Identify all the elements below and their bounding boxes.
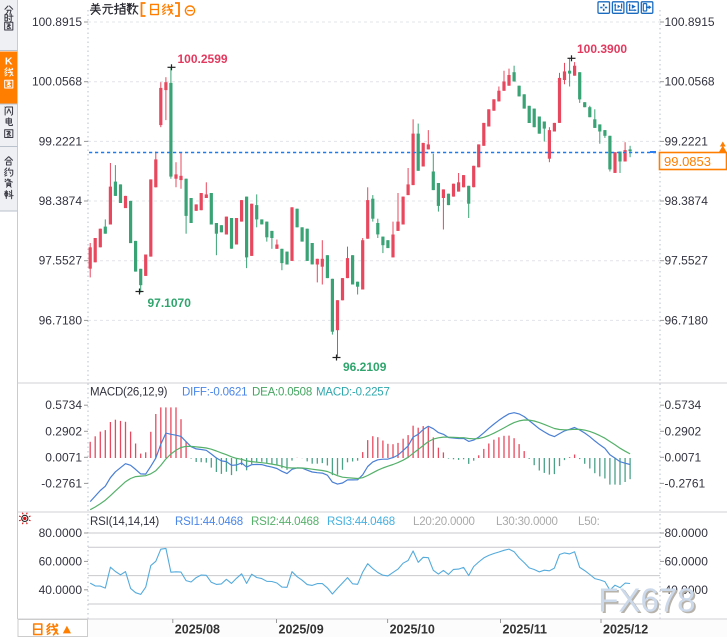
svg-text:-0.2761: -0.2761 (41, 476, 82, 490)
svg-text:0.5734: 0.5734 (45, 398, 82, 412)
svg-text:100.0568: 100.0568 (665, 75, 715, 89)
svg-text:100.2599: 100.2599 (178, 52, 228, 66)
svg-text:2025/12: 2025/12 (603, 623, 648, 637)
svg-text:0.0071: 0.0071 (665, 450, 702, 464)
svg-text:40.0000: 40.0000 (39, 583, 83, 597)
svg-text:60.0000: 60.0000 (39, 554, 83, 568)
svg-text:MACD(26,12,9): MACD(26,12,9) (90, 387, 168, 399)
svg-text:80.0000: 80.0000 (665, 526, 709, 540)
svg-text:96.2109: 96.2109 (343, 360, 387, 374)
svg-text:0.2902: 0.2902 (45, 424, 82, 438)
svg-text:0.2902: 0.2902 (665, 424, 702, 438)
svg-text:99.0853: 99.0853 (664, 154, 711, 169)
svg-text:2025/11: 2025/11 (503, 623, 548, 637)
svg-text:98.3874: 98.3874 (39, 194, 83, 208)
svg-text:100.0568: 100.0568 (32, 75, 82, 89)
svg-text:0.0071: 0.0071 (45, 450, 82, 464)
svg-text:2025/09: 2025/09 (279, 623, 324, 637)
svg-text:96.7180: 96.7180 (39, 313, 83, 327)
svg-text:MACD:-0.2257: MACD:-0.2257 (316, 387, 390, 399)
svg-text:K: K (5, 56, 13, 68)
svg-text:L30:30.0000: L30:30.0000 (496, 516, 558, 528)
svg-text:97.5527: 97.5527 (39, 254, 83, 268)
svg-text:FX678: FX678 (600, 583, 697, 620)
svg-text:99.2221: 99.2221 (665, 134, 709, 148)
svg-text:97.5527: 97.5527 (665, 254, 709, 268)
svg-text:FX678: FX678 (598, 581, 695, 618)
svg-text:L50:: L50: (578, 516, 600, 528)
svg-text:97.1070: 97.1070 (148, 296, 192, 310)
svg-text:RSI3:44.0468: RSI3:44.0468 (327, 516, 395, 528)
svg-text:96.7180: 96.7180 (665, 313, 709, 327)
svg-text:2025/10: 2025/10 (390, 623, 435, 637)
svg-text:100.3900: 100.3900 (577, 42, 627, 56)
svg-text:60.0000: 60.0000 (665, 554, 709, 568)
svg-text:99.2221: 99.2221 (39, 134, 83, 148)
svg-text:100.8915: 100.8915 (665, 15, 715, 29)
svg-text:0.5734: 0.5734 (665, 398, 702, 412)
svg-text:100.8915: 100.8915 (32, 15, 82, 29)
svg-text:RSI1:44.0468: RSI1:44.0468 (175, 516, 243, 528)
svg-text:L20:20.0000: L20:20.0000 (413, 516, 475, 528)
svg-text:RSI2:44.0468: RSI2:44.0468 (251, 516, 319, 528)
svg-text:2025/08: 2025/08 (175, 623, 220, 637)
svg-text:DEA:0.0508: DEA:0.0508 (252, 387, 312, 399)
svg-text:DIFF:-0.0621: DIFF:-0.0621 (182, 387, 247, 399)
svg-text:98.3874: 98.3874 (665, 194, 709, 208)
svg-text:40.0000: 40.0000 (665, 583, 709, 597)
svg-text:-0.2761: -0.2761 (665, 476, 706, 490)
svg-text:80.0000: 80.0000 (39, 526, 83, 540)
svg-text:RSI(14,14,14): RSI(14,14,14) (90, 516, 159, 528)
